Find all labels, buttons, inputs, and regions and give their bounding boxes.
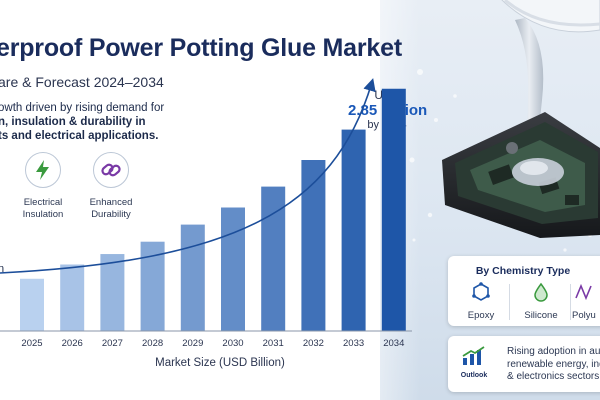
x-tick-label: 2028: [142, 338, 163, 349]
description-line-2: n, insulation & durability in: [0, 116, 146, 128]
bar-2027: [100, 254, 125, 331]
x-tick-label: 2026: [62, 338, 83, 349]
x-tick-label: 2032: [303, 338, 324, 349]
cup-icon: [501, 0, 600, 33]
x-tick-label: 2031: [263, 338, 284, 349]
description: owth driven by rising demand for n, insu…: [0, 101, 164, 143]
bar-2031: [261, 186, 286, 331]
start-value-label: n: [0, 263, 5, 275]
trend-arrow: [0, 78, 376, 274]
x-tick-label: 2025: [21, 338, 42, 349]
bar-2025: [20, 278, 44, 331]
x-tick-label: 2033: [343, 338, 364, 349]
chemistry-label: Silicone: [524, 310, 558, 321]
chemistry-item-polyurethane: Polyu: [572, 282, 600, 321]
outlook-badge-label: Outlook: [460, 372, 488, 379]
chemistry-item-epoxy: Epoxy: [450, 282, 512, 321]
lightning-bolt-icon: [25, 152, 61, 188]
polymer-icon: [575, 283, 592, 301]
feature-electrical-insulation: Electrical Insulation: [3, 152, 83, 221]
growth-chart-icon: [462, 346, 485, 365]
x-tick-label: 2029: [182, 338, 203, 349]
bar-2029: [180, 224, 205, 331]
panel-title: By Chemistry Type: [475, 265, 571, 277]
bar-2030: [221, 207, 245, 331]
x-tick-label: 2030: [222, 338, 243, 349]
feature-enhanced-durability: Enhanced Durability: [71, 152, 151, 221]
bar-2028: [140, 241, 165, 331]
droplet-icon: [534, 282, 548, 302]
page-title: erproof Power Potting Glue Market: [0, 34, 402, 62]
page-subtitle: are & Forecast 2024–2034: [0, 74, 164, 90]
divider: [570, 284, 571, 320]
description-line-1: owth driven by rising demand for: [0, 102, 165, 114]
bar-2034: [381, 88, 406, 331]
outlook-panel: Outlook Rising adoption in autom renewab…: [448, 336, 600, 392]
outlook-text: Rising adoption in autom renewable energ…: [507, 346, 600, 382]
chemistry-label: Polyu: [572, 310, 596, 321]
feature-label: Electrical Insulation: [22, 197, 64, 220]
bar-2026: [60, 264, 85, 331]
chain-link-icon: [93, 152, 129, 188]
outlook-badge: Outlook: [456, 346, 492, 379]
description-line-3: ts and electrical applications.: [0, 130, 159, 142]
bar-2033: [341, 129, 366, 331]
droplets: [409, 69, 592, 252]
molecule-icon: [472, 282, 490, 301]
feature-label: Enhanced Durability: [89, 197, 133, 220]
x-axis-label: Market Size (USD Billion): [155, 357, 285, 369]
x-tick-label: 2027: [102, 338, 123, 349]
potting-box: [442, 112, 600, 238]
chemistry-type-panel: By Chemistry Type Epoxy Silicone Polyu: [448, 256, 600, 326]
x-tick-label: 2034: [383, 338, 404, 349]
chemistry-item-silicone: Silicone: [510, 282, 572, 321]
divider: [509, 284, 510, 320]
bar-2032: [301, 160, 326, 331]
chemistry-label: Epoxy: [467, 310, 495, 321]
